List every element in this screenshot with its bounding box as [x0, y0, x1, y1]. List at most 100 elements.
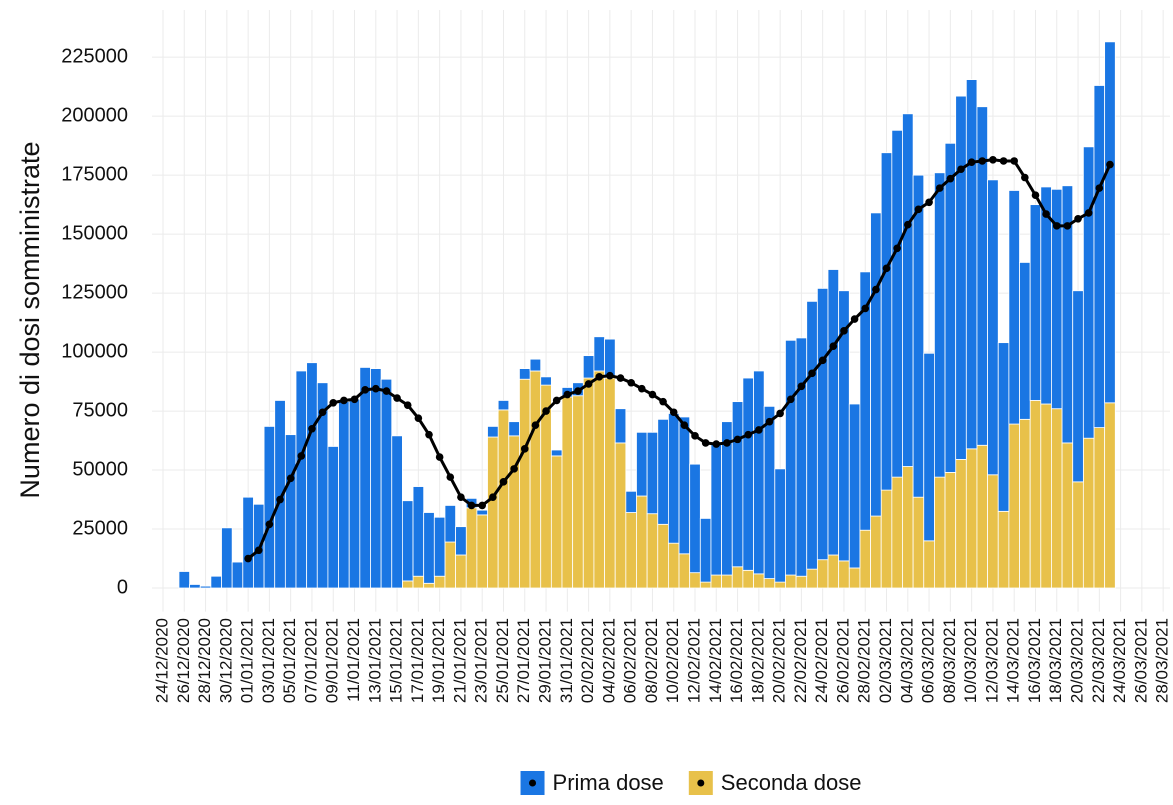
bar: [891, 129, 903, 478]
bar: [210, 575, 222, 589]
trend-point: [648, 390, 657, 399]
bar: [902, 113, 914, 467]
bar: [476, 514, 488, 589]
trend-point: [584, 380, 593, 388]
trend-point: [755, 426, 763, 434]
y-tick-label: 150000: [61, 222, 128, 244]
trend-point: [840, 327, 848, 335]
trend-point: [467, 501, 476, 510]
x-tick-label: 28/12/2020: [195, 618, 214, 703]
bar: [795, 575, 808, 589]
bar: [1093, 85, 1106, 428]
x-tick-label: 28/02/2021: [855, 618, 874, 703]
bar: [540, 376, 552, 386]
bar: [263, 426, 276, 589]
bar: [636, 431, 648, 497]
bar: [880, 489, 893, 589]
legend-label: Seconda dose: [721, 770, 862, 795]
trend-point: [765, 417, 774, 426]
bar: [604, 377, 616, 589]
trend-point: [563, 390, 572, 399]
bar: [614, 408, 627, 444]
bar: [944, 472, 957, 589]
bar: [593, 370, 605, 589]
bar: [763, 405, 776, 579]
x-tick-label: 17/01/2021: [408, 618, 427, 703]
bar: [689, 463, 701, 574]
bar: [997, 342, 1010, 512]
trend-point: [882, 264, 891, 273]
trend-point: [967, 158, 976, 166]
x-tick-label: 19/01/2021: [429, 618, 448, 703]
y-tick-label: 25000: [72, 517, 128, 539]
bar: [731, 401, 744, 568]
trend-point: [627, 378, 635, 387]
bar: [242, 496, 254, 589]
bar: [668, 542, 680, 589]
trend-point: [744, 430, 752, 439]
bar: [487, 436, 499, 589]
x-tick-label: 10/03/2021: [961, 618, 980, 703]
x-tick-label: 04/02/2021: [599, 618, 618, 703]
trend-point: [957, 165, 965, 174]
bar: [529, 358, 542, 372]
trend-point: [1106, 160, 1114, 169]
y-tick-label: 100000: [61, 340, 128, 362]
x-tick-label: 05/01/2021: [280, 618, 299, 703]
bar: [178, 571, 191, 589]
x-tick-label: 21/01/2021: [450, 618, 469, 703]
trend-point: [669, 408, 678, 417]
x-tick-label: 01/01/2021: [238, 618, 257, 703]
trend-point: [946, 174, 955, 183]
trend-point: [712, 440, 721, 448]
x-tick-label: 08/03/2021: [940, 618, 959, 703]
x-tick-label: 20/03/2021: [1068, 618, 1087, 703]
trend-point: [1042, 210, 1050, 218]
bar: [625, 512, 637, 589]
x-tick-label: 16/03/2021: [1025, 618, 1044, 703]
bar: [795, 337, 808, 577]
bar: [753, 370, 765, 575]
trend-point: [861, 304, 870, 313]
x-tick-label: 22/03/2021: [1089, 618, 1108, 703]
bar: [508, 421, 520, 437]
bar: [923, 352, 935, 542]
x-tick-label: 18/02/2021: [748, 618, 767, 703]
bar: [582, 377, 595, 589]
trend-point: [616, 374, 625, 382]
bar: [1051, 408, 1063, 589]
trend-point: [808, 369, 816, 378]
bar: [1072, 481, 1084, 589]
x-tick-label: 02/02/2021: [578, 618, 597, 703]
trend-point: [1084, 209, 1093, 217]
bar: [465, 507, 478, 589]
bar: [710, 574, 723, 589]
trend-point: [435, 453, 444, 461]
trend-point: [574, 387, 582, 395]
bar: [880, 152, 893, 491]
bar: [816, 287, 829, 561]
bar: [657, 418, 669, 525]
trend-line: [247, 158, 1112, 560]
trend-point: [329, 399, 338, 407]
x-tick-label: 11/01/2021: [344, 618, 363, 702]
bar: [582, 355, 595, 379]
bar: [838, 560, 850, 589]
trend-point: [531, 421, 540, 430]
trend-point: [691, 432, 699, 440]
bar: [934, 172, 946, 478]
bar: [231, 561, 244, 589]
x-tick-label: 10/02/2021: [663, 618, 682, 703]
y-axis-title: Numero di dosi somministrate: [15, 141, 45, 498]
bar: [742, 569, 754, 589]
trend-point: [520, 445, 529, 453]
bar: [1082, 146, 1095, 439]
x-tick-label: 07/01/2021: [301, 618, 320, 703]
bar: [476, 509, 488, 516]
x-tick-label: 26/03/2021: [1131, 618, 1150, 703]
x-tick-label: 12/03/2021: [982, 618, 1001, 703]
y-tick-label: 225000: [61, 45, 128, 67]
bar: [444, 505, 456, 543]
bar: [678, 553, 691, 589]
